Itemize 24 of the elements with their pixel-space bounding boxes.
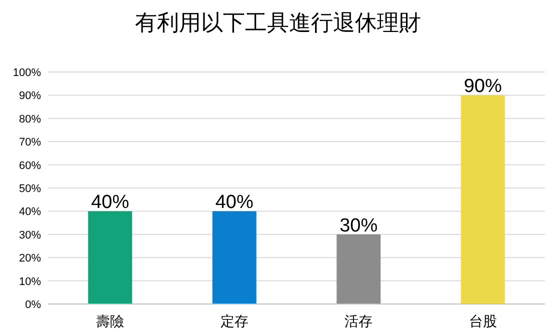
x-tick-label: 台股: [468, 313, 497, 329]
data-label: 30%: [340, 215, 378, 236]
y-tick-label: 30%: [18, 229, 42, 242]
y-tick-label: 80%: [18, 113, 42, 126]
y-tick-label: 10%: [18, 276, 42, 288]
y-tick-label: 50%: [18, 183, 42, 195]
data-label: 40%: [91, 192, 130, 214]
bar: [460, 95, 505, 304]
chart-title: 有利用以下工具進行退休理財: [135, 10, 421, 35]
data-label: 90%: [464, 76, 502, 98]
bar: [336, 234, 381, 304]
y-tick-label: 100%: [12, 67, 42, 79]
x-tick-label: 壽險: [96, 313, 124, 329]
y-tick-label: 60%: [18, 160, 42, 172]
bar: [88, 211, 132, 304]
y-tick-label: 0%: [25, 299, 42, 311]
x-tick-label: 定存: [220, 313, 248, 329]
y-tick-label: 70%: [18, 136, 42, 149]
data-label: 40%: [215, 192, 254, 214]
y-tick-label: 90%: [18, 90, 42, 102]
x-tick-label: 活存: [344, 313, 373, 329]
y-tick-label: 40%: [18, 206, 42, 218]
bar: [212, 211, 256, 304]
y-tick-label: 20%: [18, 252, 42, 265]
